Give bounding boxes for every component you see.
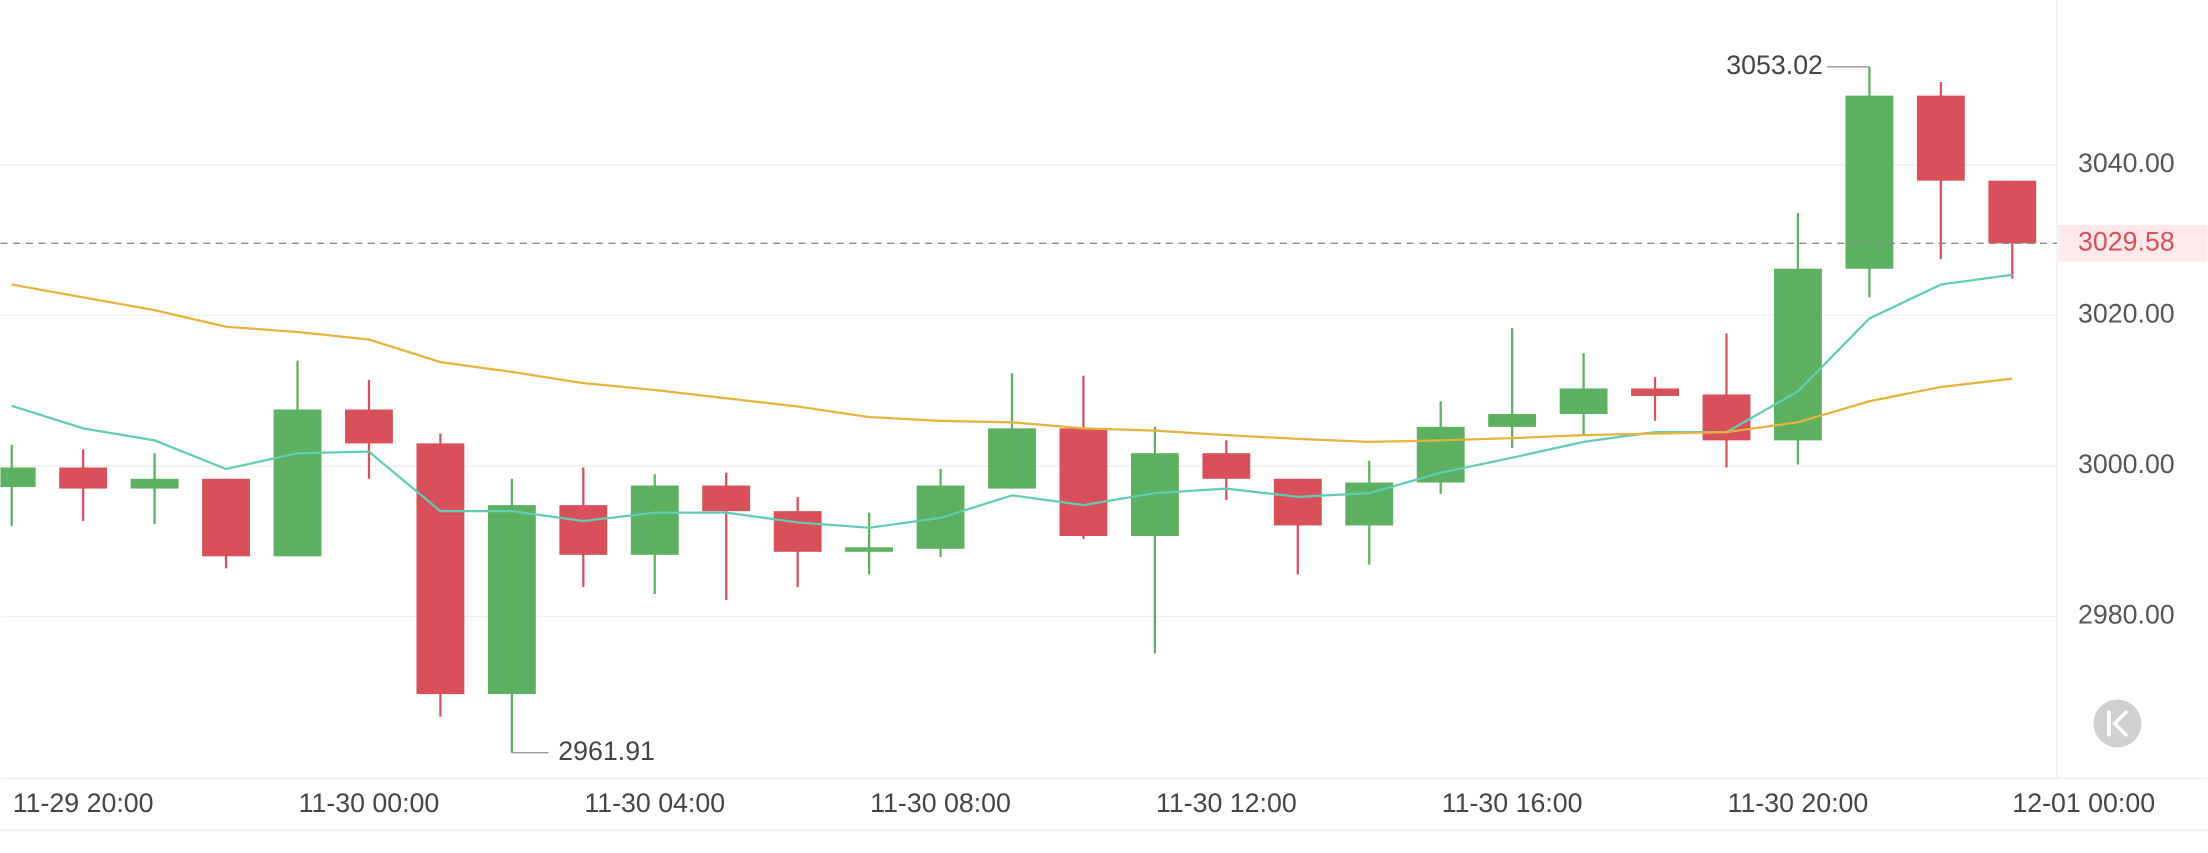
candle-body xyxy=(1059,428,1108,536)
x-tick-label: 11-30 12:00 xyxy=(1156,788,1297,818)
candle-body xyxy=(273,409,322,557)
candle-body xyxy=(0,467,36,488)
ma-line xyxy=(11,283,2013,444)
candle-body xyxy=(202,478,250,557)
x-tick-label: 11-30 08:00 xyxy=(870,788,1011,818)
candle-body xyxy=(416,443,465,695)
x-tick-label: 11-30 16:00 xyxy=(1442,788,1583,818)
x-tick-label: 11-30 04:00 xyxy=(584,788,725,818)
high-annotation: 3053.02 xyxy=(1726,50,1823,80)
y-tick-label: 3040.00 xyxy=(2078,148,2175,178)
candle-body xyxy=(130,478,179,489)
x-tick-label: 11-30 20:00 xyxy=(1728,788,1869,818)
candle-body xyxy=(1416,426,1465,483)
candle-body xyxy=(1845,95,1894,269)
button-circle[interactable] xyxy=(2093,699,2142,748)
last-price-badge xyxy=(2058,225,2208,262)
candle-body xyxy=(1273,478,1322,526)
last-price-label: 3029.58 xyxy=(2078,226,2175,256)
candle-body xyxy=(773,511,822,552)
candle-body xyxy=(1202,453,1251,479)
candle-body xyxy=(1488,414,1537,427)
candle-body xyxy=(487,505,536,695)
y-tick-label: 2980.00 xyxy=(2078,600,2175,630)
candle-body xyxy=(1130,453,1179,536)
candle-body xyxy=(988,428,1036,489)
candle-body xyxy=(559,505,608,555)
candle-body xyxy=(1988,180,2037,244)
candle-body xyxy=(1916,95,1965,181)
y-tick-label: 3000.00 xyxy=(2078,449,2175,479)
candle-body xyxy=(1559,388,1608,415)
candle-body xyxy=(59,467,108,489)
candle-body xyxy=(702,485,751,512)
y-tick-label: 3020.00 xyxy=(2078,298,2175,328)
x-tick-label: 11-30 00:00 xyxy=(299,788,440,818)
candle-body xyxy=(845,547,894,552)
candle-body xyxy=(345,409,393,444)
button-icon[interactable] xyxy=(2107,710,2128,737)
candle-body xyxy=(1631,388,1679,396)
collapse-button[interactable] xyxy=(2093,699,2142,748)
plot-area xyxy=(0,66,2057,753)
candle-body xyxy=(630,485,679,555)
low-annotation: 2961.91 xyxy=(558,736,655,766)
x-tick-label: 12-01 00:00 xyxy=(2012,788,2155,818)
x-tick-label: 11-29 20:00 xyxy=(13,788,154,818)
candle-body xyxy=(1774,268,1822,441)
